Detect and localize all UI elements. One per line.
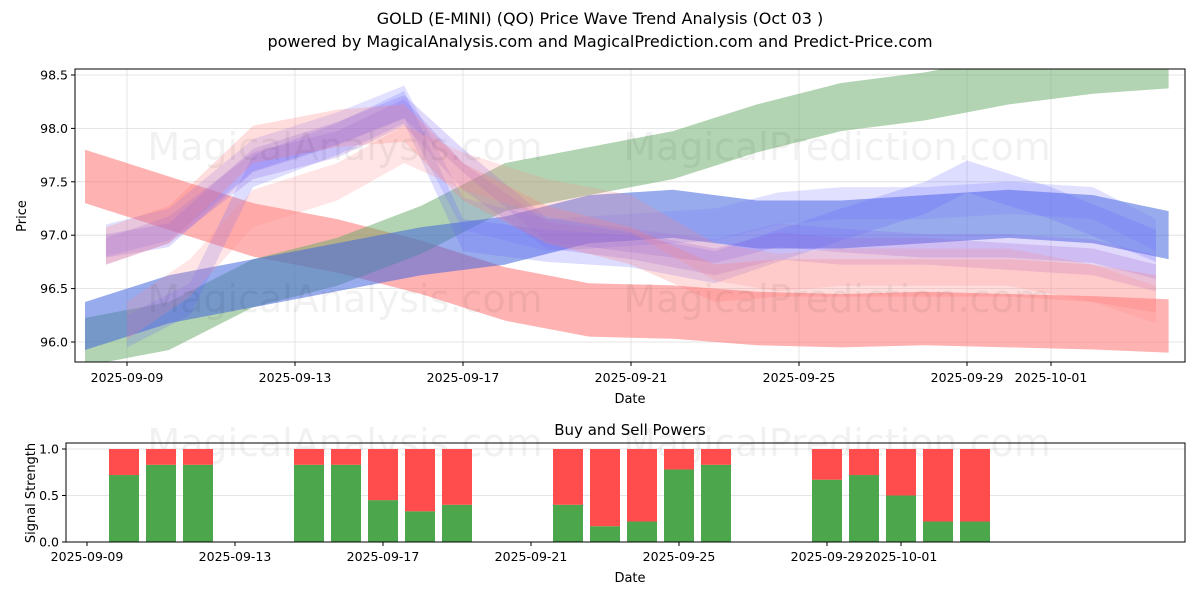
sell-bar (109, 449, 139, 476)
buy-bar (405, 511, 435, 542)
price-xtick-label: 2025-09-09 (91, 370, 164, 385)
signal-xtick-label: 2025-10-01 (865, 549, 938, 564)
price-ticks: 96.0 96.5 97.0 97.5 98.0 98.5 2025-09-09 2025-0… (40, 68, 1087, 386)
watermark-prediction-top: MagicalPrediction.com (623, 125, 1051, 169)
price-ytick-label: 98.5 (40, 68, 68, 83)
signal-x-label: Date (614, 571, 645, 586)
sell-bar (590, 449, 620, 527)
signal-xtick-label: 2025-09-09 (51, 549, 124, 564)
price-xtick-label: 2025-10-01 (1015, 370, 1088, 385)
price-ytick-label: 97.0 (40, 228, 68, 243)
watermark-analysis-bottom: MagicalAnalysis.com (147, 277, 542, 321)
buy-bar (183, 464, 213, 542)
signal-ytick-label: 0.0 (39, 535, 59, 550)
buy-bar (627, 521, 657, 542)
price-panel: MagicalAnalysis.com MagicalPrediction.co… (15, 68, 1186, 407)
signal-ytick-label: 0.5 (39, 488, 59, 503)
watermark-prediction-bottom: MagicalPrediction.com (623, 277, 1051, 321)
price-ytick-label: 96.0 (40, 335, 68, 350)
sell-bar (331, 449, 361, 465)
signal-xtick-label: 2025-09-13 (199, 549, 272, 564)
sell-bar (960, 449, 990, 522)
sell-bar (368, 449, 398, 501)
buy-bar (960, 521, 990, 542)
buy-bar (109, 475, 139, 542)
buy-bar (294, 464, 324, 542)
sell-bar (146, 449, 176, 465)
signal-title: Buy and Sell Powers (554, 421, 706, 439)
band-red-wave-2 (127, 125, 1156, 340)
buy-bar (701, 464, 731, 542)
price-xtick-label: 2025-09-21 (595, 370, 668, 385)
signal-panel: Buy and Sell Powers MagicalAnalysis.com … (24, 421, 1186, 586)
signal-ytick-label: 1.0 (39, 442, 59, 457)
chart-subtitle: powered by MagicalAnalysis.com and Magic… (267, 32, 933, 51)
signal-ticks: 0.0 0.5 1.0 2025-09-09 2025-09-13 2025-09-17 2… (39, 442, 937, 565)
band-green-trend-up (85, 69, 1169, 362)
price-xtick-label: 2025-09-29 (931, 370, 1004, 385)
sell-bar (405, 449, 435, 512)
price-xtick-label: 2025-09-25 (763, 370, 836, 385)
sell-bar (886, 449, 916, 496)
sell-bar (183, 449, 213, 465)
sell-bar (923, 449, 953, 522)
buy-bar (849, 475, 879, 542)
buy-bar (553, 504, 583, 542)
price-xtick-label: 2025-09-13 (259, 370, 332, 385)
signal-axes-frame (65, 442, 1186, 543)
band-blue-trend-up (85, 189, 1169, 351)
band-red-trend-down (85, 149, 1169, 353)
band-red-wave-1 (106, 104, 1156, 313)
buy-bar (664, 469, 694, 542)
buy-bar (146, 464, 176, 542)
signal-xtick-label: 2025-09-25 (643, 549, 716, 564)
price-ytick-label: 96.5 (40, 281, 68, 296)
signal-y-label: Signal Strength (24, 443, 39, 543)
price-y-label: Price (15, 200, 30, 232)
price-bands (85, 69, 1169, 362)
sell-bar (442, 449, 472, 505)
signal-xtick-label: 2025-09-29 (791, 549, 864, 564)
buy-bar (331, 464, 361, 542)
signal-xtick-label: 2025-09-21 (495, 549, 568, 564)
signal-xtick-label: 2025-09-17 (347, 549, 420, 564)
chart-title: GOLD (E-MINI) (QO) Price Wave Trend Anal… (376, 9, 824, 28)
price-axes-frame (74, 68, 1186, 363)
band-purple-wave-1 (106, 95, 1156, 279)
sell-bar (812, 449, 842, 480)
signal-bars (109, 449, 990, 542)
sell-bar (553, 449, 583, 505)
band-blue-wave-1 (106, 85, 1156, 257)
sell-bar (849, 449, 879, 476)
buy-bar (368, 500, 398, 542)
buy-bar (812, 479, 842, 542)
band-purple-wave-2 (106, 99, 1156, 292)
sell-bar (664, 449, 694, 470)
price-xtick-label: 2025-09-17 (427, 370, 500, 385)
price-ytick-label: 98.0 (40, 121, 68, 136)
buy-bar (923, 521, 953, 542)
price-ytick-label: 97.5 (40, 174, 68, 189)
buy-bar (886, 495, 916, 542)
buy-bar (442, 504, 472, 542)
sell-bar (294, 449, 324, 465)
sell-bar (701, 449, 731, 465)
sell-bar (627, 449, 657, 522)
buy-bar (590, 526, 620, 542)
watermark-analysis-top: MagicalAnalysis.com (147, 125, 542, 169)
price-x-label: Date (614, 392, 645, 407)
